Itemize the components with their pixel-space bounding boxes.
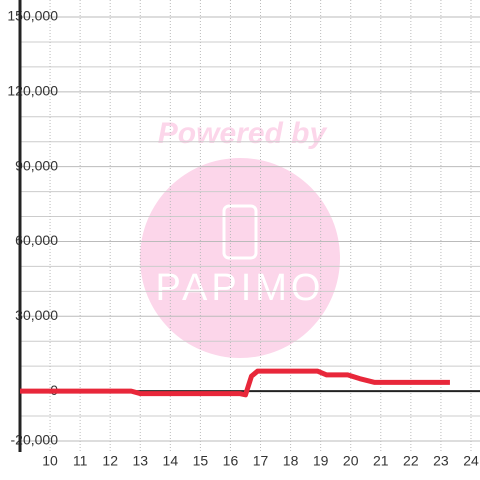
x-tick-label: 16 [223, 453, 239, 469]
y-tick-label: 90,000 [15, 157, 58, 173]
plot [20, 368, 450, 398]
phone-icon [222, 204, 258, 260]
x-tick-label: 11 [73, 453, 88, 469]
x-tick-label: 19 [313, 453, 329, 469]
grid: -20,000030,00060,00090,000120,000150,000… [7, 0, 480, 469]
x-tick-label: 14 [163, 453, 179, 469]
y-tick-label: 60,000 [15, 232, 58, 248]
x-tick-label: 15 [193, 453, 209, 469]
x-tick-label: 20 [343, 453, 359, 469]
x-tick-label: 10 [42, 453, 58, 469]
x-tick-label: 12 [102, 453, 118, 469]
x-tick-label: 22 [403, 453, 419, 469]
data-line [20, 368, 450, 398]
x-tick-label: 13 [132, 453, 148, 469]
watermark-text: Powered by [158, 117, 328, 150]
y-tick-label: 30,000 [15, 307, 58, 323]
y-tick-label: 120,000 [7, 83, 58, 99]
watermark: Powered by PAPIMO [140, 117, 340, 358]
y-tick-label: -20,000 [11, 432, 59, 448]
x-tick-label: 17 [253, 453, 269, 469]
x-tick-label: 18 [283, 453, 299, 469]
watermark-logo: PAPIMO [156, 267, 325, 309]
x-tick-label: 23 [433, 453, 449, 469]
x-tick-label: 21 [373, 453, 389, 469]
x-tick-label: 24 [463, 453, 479, 469]
y-tick-label: 150,000 [7, 8, 58, 24]
